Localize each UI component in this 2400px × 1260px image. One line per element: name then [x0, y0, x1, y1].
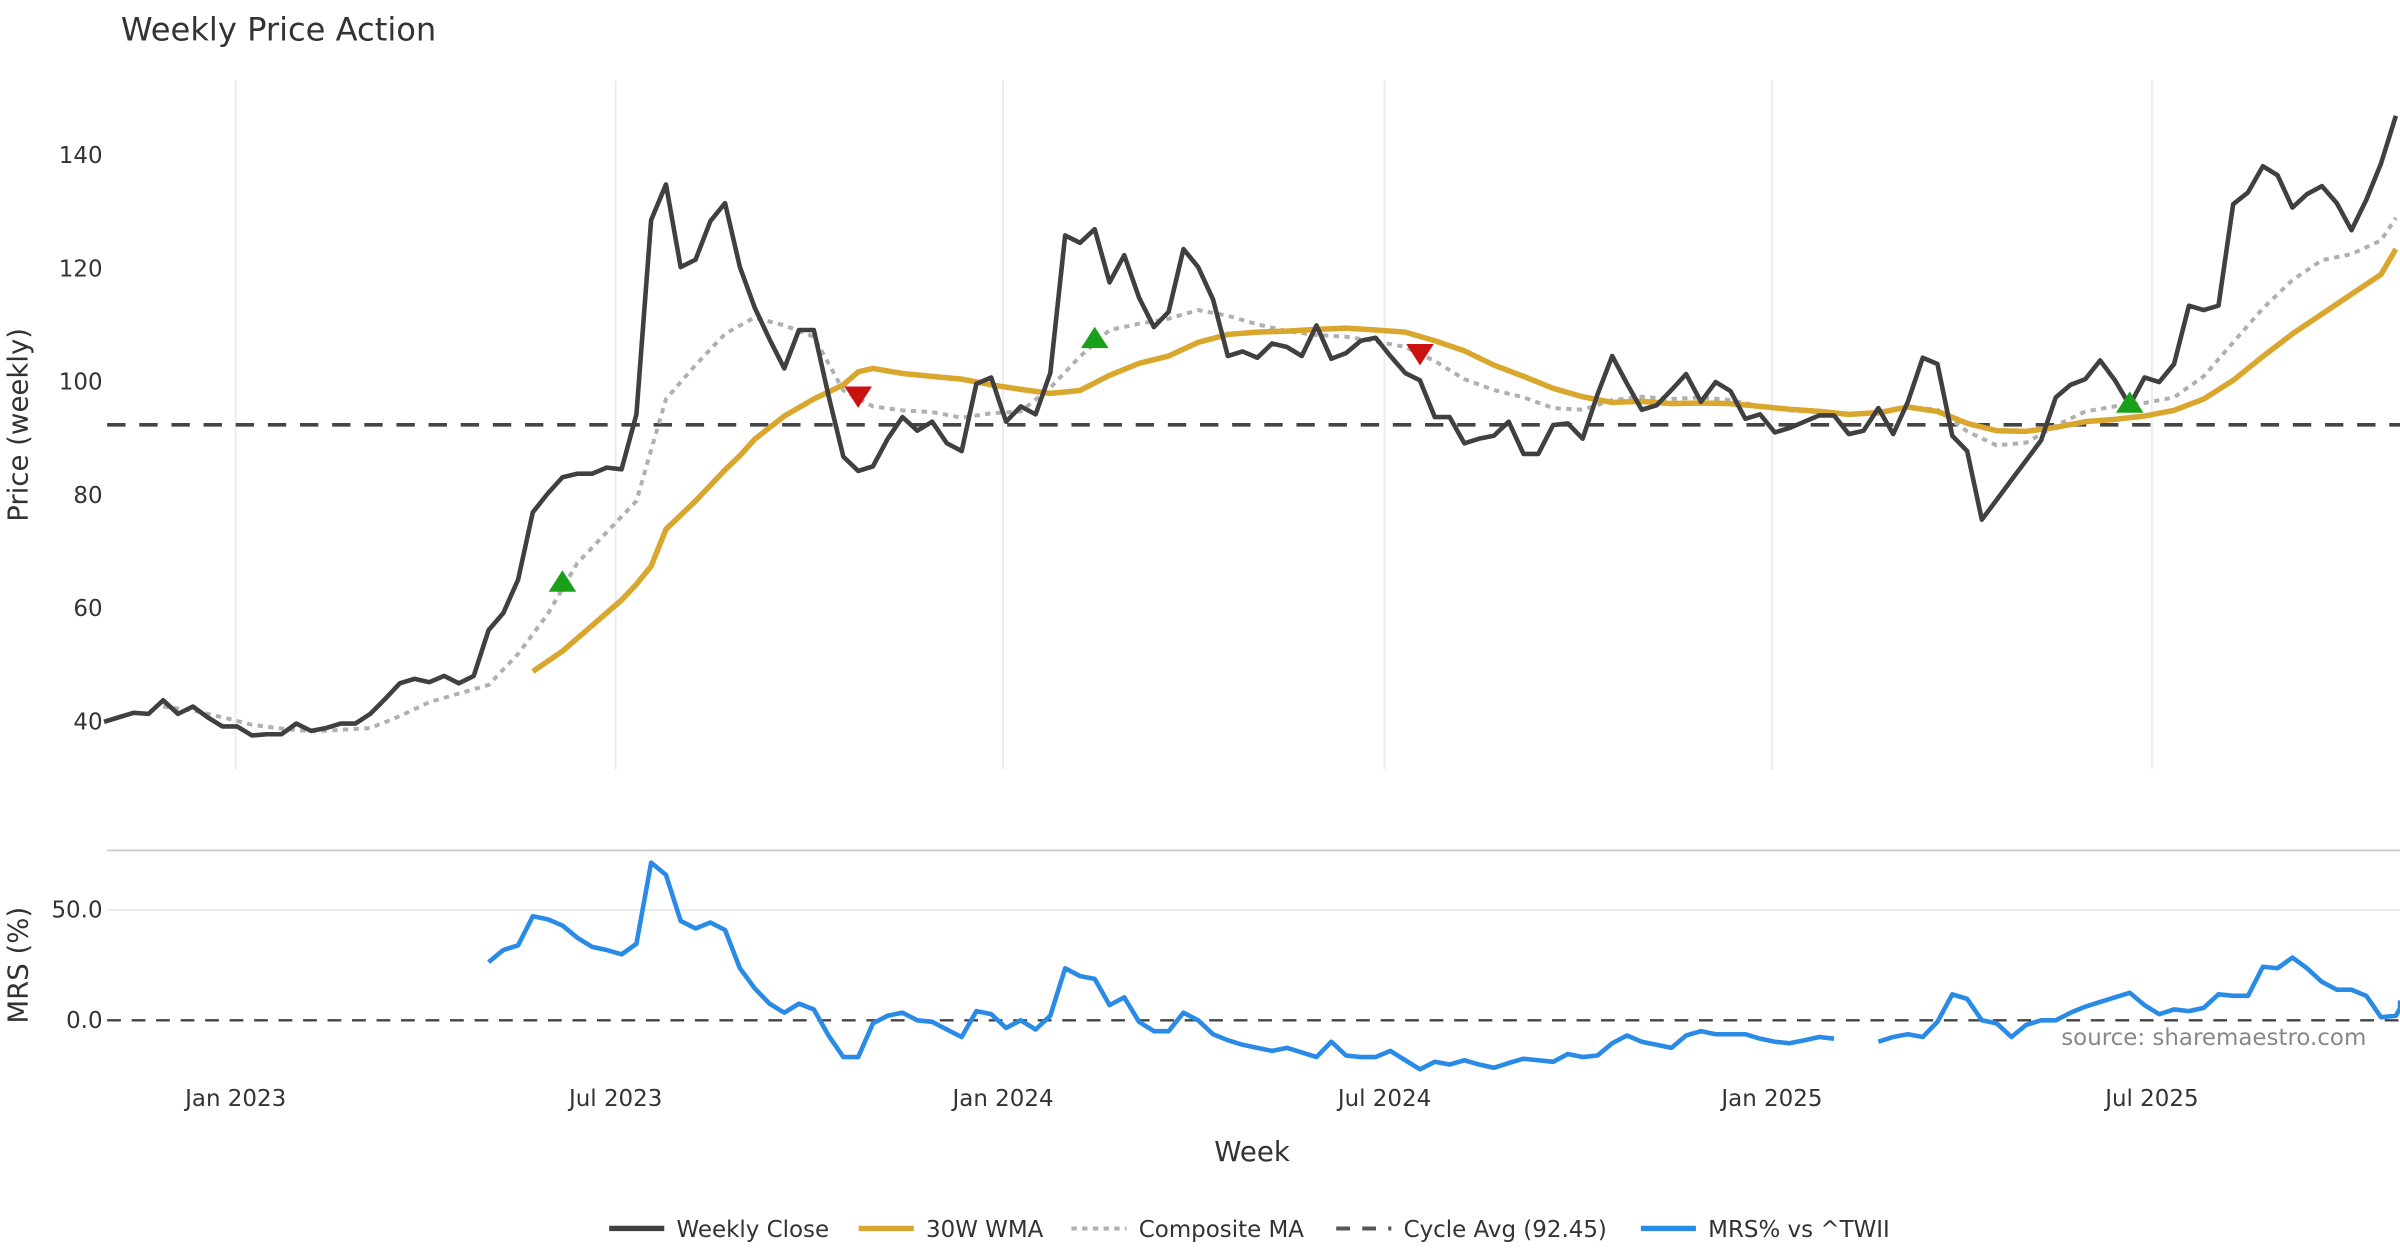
legend-label: Cycle Avg (92.45)	[1404, 1217, 1607, 1243]
sell-signal-triangle	[844, 386, 872, 408]
price-y-ticks: 40 60 80 100 120 140	[59, 143, 103, 735]
x-axis-ticks: Jan 2023 Jul 2023 Jan 2024 Jul 2024 Jan 2025…	[183, 1086, 2198, 1112]
legend-label: 30W WMA	[926, 1217, 1044, 1243]
price-y-tick-label: 100	[59, 370, 103, 396]
legend-item: Weekly Close	[609, 1217, 829, 1243]
series-line-30w-wma	[531, 247, 2399, 674]
series-line-weekly-close	[103, 115, 2399, 738]
signal-markers	[548, 326, 2144, 592]
series-line-mrs	[487, 860, 2400, 1072]
legend-item: MRS% vs ^TWII	[1640, 1217, 1890, 1243]
legend-label: Weekly Close	[677, 1217, 830, 1243]
sell-signal-triangle	[1406, 343, 1434, 366]
mrs-y-tick-label: 50.0	[51, 898, 102, 924]
source-note: source: sharemaestro.com	[2061, 1025, 2366, 1051]
price-series	[103, 115, 2399, 738]
series-line-composite-ma	[162, 216, 2398, 734]
buy-signal-triangle	[548, 570, 577, 592]
legend-item: Composite MA	[1071, 1217, 1304, 1243]
buy-signal-triangle	[1080, 326, 1109, 349]
mrs-y-axis-label: MRS (%)	[3, 907, 35, 1024]
mrs-series	[487, 860, 2400, 1072]
mrs-y-tick-label: 0.0	[66, 1008, 102, 1034]
x-tick-label: Jan 2025	[1719, 1086, 1822, 1112]
x-tick-label: Jan 2023	[183, 1086, 286, 1112]
buy-signal-triangle	[2115, 391, 2144, 413]
legend-item: Cycle Avg (92.45)	[1336, 1217, 1607, 1243]
legend-item: 30W WMA	[858, 1217, 1044, 1243]
legend: Weekly Close 30W WMA Composite MA Cycle Avg…	[609, 1217, 1890, 1243]
x-axis-label: Week	[1214, 1136, 1290, 1168]
price-y-tick-label: 60	[73, 596, 102, 622]
x-tick-label: Jan 2024	[951, 1086, 1054, 1112]
legend-label: MRS% vs ^TWII	[1708, 1217, 1890, 1243]
price-y-tick-label: 80	[73, 483, 102, 509]
chart-title: Weekly Price Action	[121, 11, 436, 49]
price-y-axis-label: Price (weekly)	[3, 328, 35, 522]
x-tick-label: Jul 2024	[1336, 1086, 1431, 1112]
legend-label: Composite MA	[1139, 1217, 1304, 1243]
price-y-tick-label: 140	[59, 143, 103, 169]
price-y-tick-label: 120	[59, 256, 103, 282]
x-tick-label: Jul 2023	[567, 1086, 662, 1112]
x-tick-label: Jul 2025	[2103, 1086, 2198, 1112]
price-gridlines	[234, 80, 2153, 770]
price-y-tick-label: 40	[73, 709, 102, 735]
mrs-y-ticks: 0.0 50.0	[51, 898, 102, 1034]
